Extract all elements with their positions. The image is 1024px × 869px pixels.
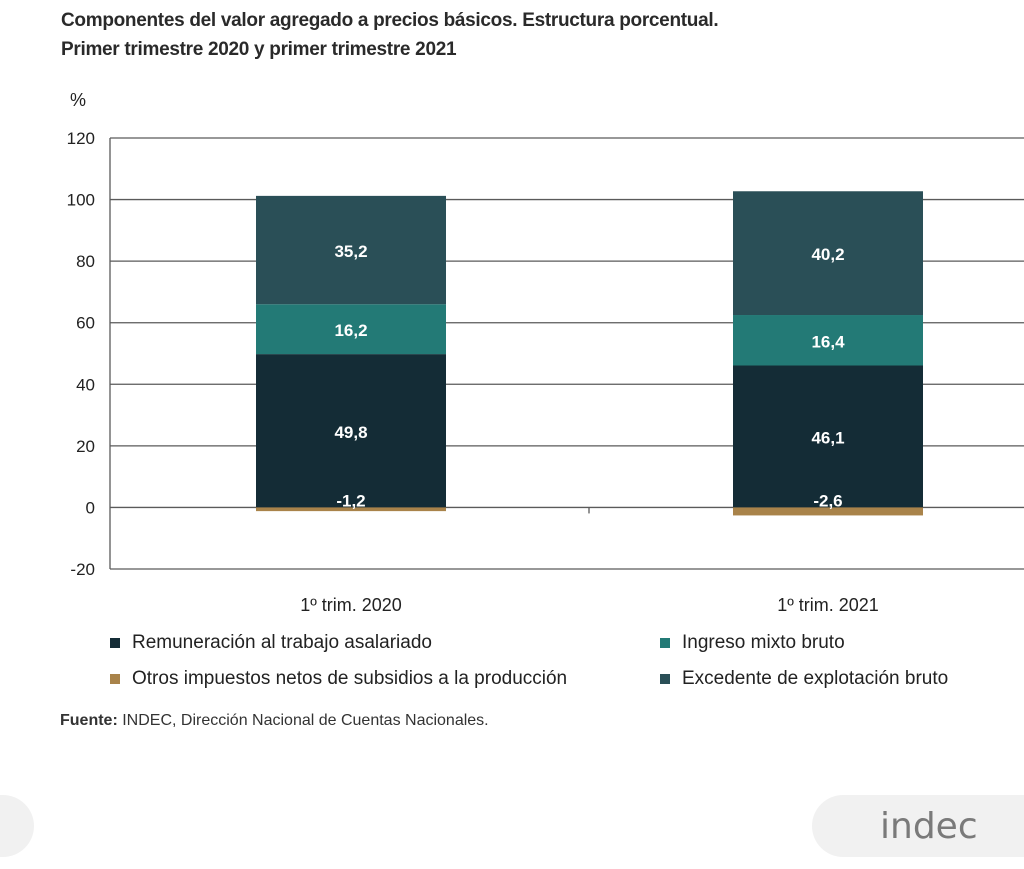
legend-swatch-ingreso-mixto <box>660 638 670 648</box>
x-category-label: 1º trim. 2020 <box>300 595 402 615</box>
legend-item-ingreso-mixto: Ingreso mixto bruto <box>660 632 845 654</box>
bar-segment <box>733 507 923 516</box>
stacked-bar-chart: % -20 0 20 40 60 80 100 120 49,8 16,2 35,2 -1,2 1º tr… <box>67 90 1024 615</box>
y-tick-label: -20 <box>70 560 95 579</box>
legend-label-otros-impuestos: Otros impuestos netos de subsidios a la … <box>132 668 568 689</box>
bar-segment <box>256 507 446 512</box>
data-label: -1,2 <box>336 491 365 510</box>
data-label: 16,2 <box>334 321 367 340</box>
y-tick-label: 80 <box>76 252 95 271</box>
legend-swatch-remuneracion <box>110 638 120 648</box>
data-label: 40,2 <box>811 245 844 264</box>
source-label: Fuente: <box>60 712 118 729</box>
legend-swatch-otros-impuestos <box>110 674 120 684</box>
bar-segment <box>256 195 446 305</box>
y-tick-label: 20 <box>76 437 95 456</box>
indec-logo: indec <box>880 806 978 847</box>
y-tick-label: 0 <box>86 498 95 517</box>
bar-segment <box>733 191 923 316</box>
source-text: INDEC, Dirección Nacional de Cuentas Nac… <box>117 712 489 729</box>
bar-segment <box>733 315 923 366</box>
legend-label-excedente: Excedente de explotación bruto <box>682 668 949 689</box>
bar-segment <box>733 365 923 508</box>
source-note: Fuente: INDEC, Dirección Nacional de Cue… <box>60 712 489 730</box>
data-label: 16,4 <box>811 332 845 351</box>
data-label: 35,2 <box>334 242 367 261</box>
nav-pill-left[interactable] <box>0 795 34 857</box>
bar-segment <box>256 304 446 355</box>
data-label: -2,6 <box>813 491 842 510</box>
legend-item-otros-impuestos: Otros impuestos netos de subsidios a la … <box>110 668 567 690</box>
legend-item-excedente: Excedente de explotación bruto <box>660 668 948 690</box>
y-axis-unit-label: % <box>70 90 86 110</box>
bar-segment <box>256 354 446 508</box>
y-tick-label: 40 <box>76 375 95 394</box>
chart-title: Componentes del valor agregado a precios… <box>61 6 719 64</box>
y-tick-label: 60 <box>76 314 95 333</box>
chart-title-line-2: Primer trimestre 2020 y primer trimestre… <box>61 39 457 60</box>
legend-label-ingreso-mixto: Ingreso mixto bruto <box>682 632 845 653</box>
data-label: 49,8 <box>334 423 367 442</box>
x-category-label: 1º trim. 2021 <box>777 595 879 615</box>
chart-title-line-1: Componentes del valor agregado a precios… <box>61 10 719 31</box>
y-tick-label: 120 <box>67 129 95 148</box>
data-label: 46,1 <box>811 428 844 447</box>
logo-pill <box>812 795 1024 857</box>
legend-label-remuneracion: Remuneración al trabajo asalariado <box>132 632 432 653</box>
legend-item-remuneracion: Remuneración al trabajo asalariado <box>110 632 432 654</box>
legend-swatch-excedente <box>660 674 670 684</box>
y-tick-label: 100 <box>67 191 95 210</box>
